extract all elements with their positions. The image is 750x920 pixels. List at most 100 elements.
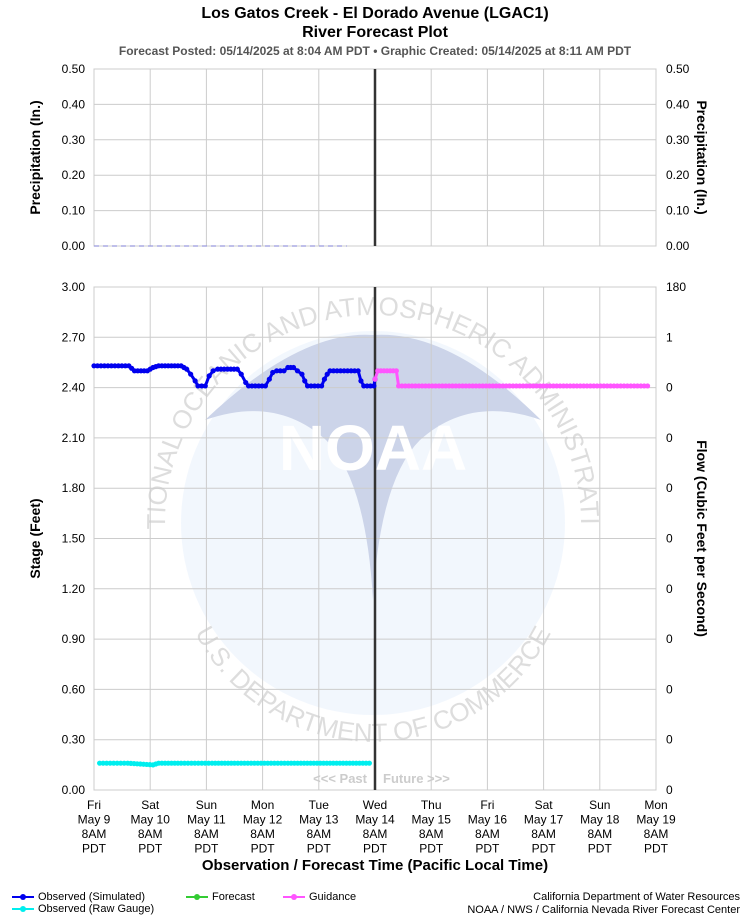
precip-ytick-label: 0.50 xyxy=(62,62,86,76)
stage-y-axis-title: Stage (Feet) xyxy=(27,498,43,578)
series-point-observed-simulated xyxy=(195,383,201,389)
precip-y-axis-title-right: Precipitation (In.) xyxy=(694,100,710,214)
stage-ytick-label: 1.50 xyxy=(62,532,86,546)
x-tick-label-line: May 17 xyxy=(524,813,564,827)
chart-subtitle: River Forecast Plot xyxy=(302,24,448,41)
x-tick-label-line: Wed xyxy=(363,798,387,812)
stage-ytick-label: 1.80 xyxy=(62,481,86,495)
series-point-observed-simulated xyxy=(281,368,287,374)
legend-swatch-guidance xyxy=(283,893,305,901)
data-layer xyxy=(91,245,651,768)
x-tick-label-line: 8AM xyxy=(587,827,612,841)
x-tick-label-line: 8AM xyxy=(363,827,388,841)
precip-ytick-label: 0.10 xyxy=(62,204,86,218)
x-tick-label: Sun May 18 8AM PDT xyxy=(580,798,620,856)
series-point-observed-simulated xyxy=(270,369,276,376)
legend-item-forecast: Forecast xyxy=(186,891,255,903)
x-tick-label-line: Mon xyxy=(251,798,274,812)
x-tick-label-line: 8AM xyxy=(250,827,275,841)
x-tick-label-line: 8AM xyxy=(306,827,331,841)
x-tick-label-line: May 11 xyxy=(187,813,226,827)
series-point-observed-simulated xyxy=(192,378,198,384)
x-tick-label-line: PDT xyxy=(644,842,669,856)
stage-ytick-label: 2.10 xyxy=(62,431,86,445)
series-point-observed-simulated xyxy=(290,364,297,371)
x-tick-label-line: May 9 xyxy=(78,813,111,827)
stage-ytick-label: 2.70 xyxy=(62,330,86,344)
x-tick-label-line: Sun xyxy=(589,798,610,812)
series-point-observed-raw-gauge xyxy=(366,760,372,766)
x-tick-label-line: 8AM xyxy=(82,827,107,841)
legend-swatch-observed-raw xyxy=(12,905,34,913)
stage-ytick-label-right: 0 xyxy=(666,532,673,546)
x-tick-label-line: Thu xyxy=(421,798,442,812)
stage-ytick-label: 0.60 xyxy=(62,682,86,696)
series-point-observed-simulated xyxy=(321,376,328,382)
series-point-observed-simulated xyxy=(234,366,240,372)
x-tick-label-line: Sun xyxy=(196,798,217,812)
legend-item-guidance: Guidance xyxy=(283,891,356,903)
series-point-observed-simulated xyxy=(274,368,280,374)
stage-ytick-label-right: 0 xyxy=(666,481,673,495)
x-tick-label: Mon May 19 8AM PDT xyxy=(636,798,676,856)
stage-ytick-label-right: 180 xyxy=(666,280,686,294)
watermark-logo-text: NOAA xyxy=(279,412,467,484)
stage-y-axis-title-right: Flow (Cubic Feet per Second) xyxy=(694,440,710,637)
x-tick-label: Mon May 12 8AM PDT xyxy=(243,798,283,856)
precip-ytick-label: 0.00 xyxy=(62,239,86,253)
x-tick-label-line: May 10 xyxy=(131,813,171,827)
precip-ytick-label-right: 0.20 xyxy=(666,168,690,182)
series-point-guidance xyxy=(644,383,651,389)
x-tick-label-line: 8AM xyxy=(531,827,556,841)
axis-layer: 0.00 0.00 0.10 0.10 0.20 0.20 0.30 0.30 0.40 0.40… xyxy=(27,62,710,856)
x-tick-label-line: 8AM xyxy=(138,827,163,841)
series-point-observed-simulated xyxy=(355,368,361,374)
x-tick-label-line: Fri xyxy=(480,798,494,812)
x-tick-label-line: PDT xyxy=(251,842,276,856)
x-tick-label-line: PDT xyxy=(307,842,332,856)
series-point-observed-simulated xyxy=(358,378,364,384)
stage-ytick-label: 0.00 xyxy=(62,783,86,797)
x-tick-label: Sat May 10 8AM PDT xyxy=(131,798,171,856)
stage-ytick-label: 3.00 xyxy=(62,280,86,294)
stage-ytick-label-right: 0 xyxy=(666,682,673,696)
precip-ytick-label-right: 0.10 xyxy=(666,204,690,218)
precip-ytick-label-right: 0.30 xyxy=(666,133,690,147)
posted-timestamp: Forecast Posted: 05/14/2025 at 8:04 AM P… xyxy=(118,44,632,58)
x-tick-label-line: PDT xyxy=(475,842,500,856)
stage-ytick-label: 1.20 xyxy=(62,582,86,596)
x-tick-label-line: May 12 xyxy=(243,813,283,827)
series-point-observed-simulated xyxy=(371,383,377,389)
legend-item-observed-raw: Observed (Raw Gauge) xyxy=(12,903,154,915)
legend-swatch-observed-simulated xyxy=(12,893,34,901)
series-point-observed-simulated xyxy=(210,368,216,374)
series-point-guidance xyxy=(393,368,399,374)
x-tick-label-line: Sat xyxy=(141,798,160,812)
x-tick-label-line: May 15 xyxy=(412,813,452,827)
x-tick-label-line: PDT xyxy=(138,842,163,856)
series-point-observed-simulated xyxy=(184,366,190,372)
series-point-observed-simulated xyxy=(202,383,208,389)
legend-item-observed-simulated: Observed (Simulated) xyxy=(12,891,145,903)
x-tick-label-line: May 14 xyxy=(355,813,395,827)
precip-ytick-label-right: 0.50 xyxy=(666,62,690,76)
precip-ytick-label-right: 0.00 xyxy=(666,239,690,253)
series-point-observed-simulated xyxy=(294,368,301,374)
stage-ytick-label-right: 0 xyxy=(666,783,673,797)
legend-swatch-forecast xyxy=(186,893,208,901)
watermark-gull xyxy=(205,334,541,600)
x-tick-label-line: 8AM xyxy=(644,827,669,841)
stage-ytick-label-right: 0 xyxy=(666,733,673,747)
x-tick-label-line: 8AM xyxy=(194,827,219,841)
series-point-observed-simulated xyxy=(266,376,272,382)
stage-ytick-label: 2.40 xyxy=(62,381,86,395)
precip-y-axis-title: Precipitation (In.) xyxy=(27,100,43,214)
x-axis-title: Observation / Forecast Time (Pacific Loc… xyxy=(202,857,548,874)
credit-agency: California Department of Water Resources xyxy=(533,891,740,903)
x-tick-label-line: May 16 xyxy=(468,813,508,827)
x-tick-label-line: PDT xyxy=(588,842,613,856)
stage-ytick-label-right: 0 xyxy=(666,431,673,445)
x-tick-label-line: Sat xyxy=(535,798,554,812)
precip-ytick-label: 0.30 xyxy=(62,133,86,147)
x-tick-label: Sun May 11 8AM PDT xyxy=(187,798,226,856)
